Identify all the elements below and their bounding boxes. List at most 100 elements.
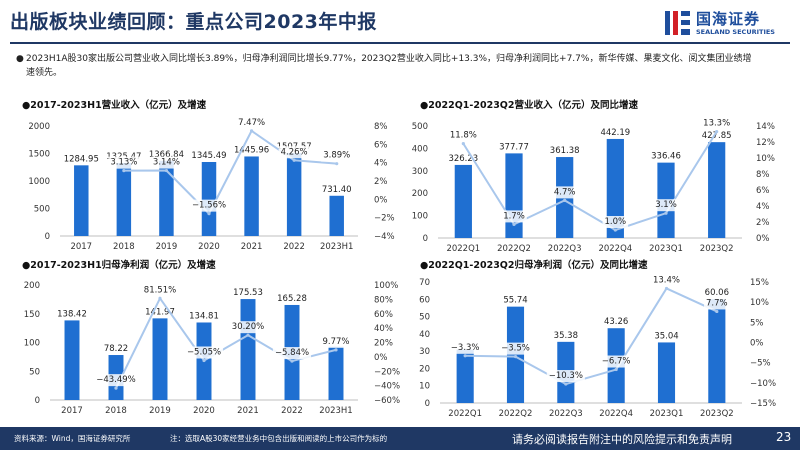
bar-value-label: 377.77 (499, 142, 529, 152)
logo-name-cn: 国海证券 (696, 10, 761, 28)
x-tick-label: 2023Q2 (700, 409, 734, 419)
y2-tick-label: −15% (750, 399, 776, 409)
summary-paragraph: ● 2023H1A股30家出版公司营业收入同比增长3.89%，归母净利润同比增长… (16, 52, 756, 80)
y2-tick-label: 14% (756, 122, 775, 132)
bar-value-label: 55.74 (503, 296, 527, 306)
y2-tick-label: 4% (374, 159, 388, 169)
y2-tick-label: −5% (750, 359, 771, 369)
growth-value-label: 11.8% (450, 131, 477, 141)
growth-value-label: 4.7% (554, 187, 576, 197)
growth-point (512, 222, 516, 226)
growth-line (465, 287, 718, 386)
growth-label-bg (229, 321, 267, 334)
y-tick-label: 100 (24, 339, 40, 349)
growth-point (563, 198, 567, 202)
footer-source: 资料来源：Wind，国海证券研究所 (14, 434, 131, 443)
growth-label-bg (546, 370, 585, 383)
growth-value-label: 13.3% (703, 119, 730, 129)
bar (152, 318, 168, 400)
bar (657, 342, 676, 403)
footer-note: 注：选取A股30家经营业务中包含出版和阅读的上市公司作为标的 (170, 434, 388, 443)
logo-name-en: SEALAND SECURITIES (696, 28, 775, 36)
growth-value-label: 1.7% (503, 211, 525, 221)
growth-label-bg (141, 284, 179, 297)
summary-text: 2023H1A股30家出版公司营业收入同比增长3.89%，归母净利润同比增长9.… (26, 54, 752, 78)
growth-label-bg (501, 210, 527, 223)
growth-value-label: −43.49% (96, 375, 136, 385)
y2-tick-label: −40% (374, 382, 400, 392)
bar (244, 156, 259, 236)
growth-value-label: 30.20% (232, 322, 264, 332)
x-tick-label: 2022Q3 (548, 244, 582, 254)
bar-value-label: 165.28 (277, 294, 307, 304)
chart-1: ●2017-2023H1营业收入（亿元）及增速 0 500 1000 1500 2000 −… (22, 99, 395, 252)
x-tick-label: 2022Q2 (499, 409, 533, 419)
growth-line (123, 129, 337, 216)
y-tick-label: 50 (419, 313, 430, 323)
growth-value-label: −5.84% (275, 348, 309, 358)
y2-tick-label: 0% (374, 353, 388, 363)
sealand-logo-icon (665, 11, 690, 35)
x-tick-label: 2019 (149, 406, 171, 416)
y-tick-label: 100 (412, 212, 428, 222)
y-tick-label: 0 (423, 234, 428, 244)
growth-label-bg (320, 335, 352, 348)
x-tick-label: 2022 (281, 406, 303, 416)
y2-tick-label: 8% (374, 122, 388, 132)
y2-tick-label: 40% (374, 324, 393, 334)
growth-point (715, 309, 719, 314)
y2-tick-label: 0% (756, 234, 770, 244)
growth-label-bg (701, 117, 733, 130)
bar-value-label: 35.04 (654, 331, 678, 341)
y2-tick-label: −60% (374, 396, 400, 406)
y2-tick-label: 0% (374, 195, 388, 205)
chart-3: ●2017-2023H1归母净利润（亿元）及增速 0 50 100 150 200 −60%… (22, 259, 400, 416)
growth-value-label: 9.77% (322, 337, 349, 347)
bar (74, 165, 89, 236)
bar (159, 160, 174, 236)
bar-value-label: 60.06 (705, 288, 729, 298)
x-tick-label: 2022Q3 (549, 409, 583, 419)
x-tick-label: 2022Q1 (448, 409, 482, 419)
growth-line (115, 296, 337, 389)
growth-value-label: 3.89% (323, 151, 350, 161)
bar-value-label: 427.85 (702, 131, 732, 141)
growth-point (249, 129, 254, 133)
footer-bar: 资料来源：Wind，国海证券研究所 注：选取A股30家经营业务中包含出版和阅读的… (0, 427, 800, 450)
growth-label-bg (150, 156, 182, 169)
growth-value-label: 3.13% (110, 158, 137, 168)
growth-value-label: 13.4% (653, 275, 680, 285)
bar (328, 346, 344, 400)
bar (454, 164, 472, 238)
bar-value-label: 731.40 (322, 185, 352, 195)
y2-tick-label: 60% (374, 310, 393, 320)
growth-label-bg (447, 129, 479, 142)
growth-value-label: −1.56% (192, 201, 226, 211)
bar-value-label: 1445.96 (234, 145, 269, 155)
growth-value-label: 3.1% (655, 200, 677, 210)
growth-value-label: 7.47% (238, 118, 265, 128)
growth-value-label: 3.14% (153, 158, 180, 168)
y-tick-label: 1000 (28, 177, 50, 187)
y-tick-label: 300 (412, 167, 428, 177)
page-number: 23 (776, 430, 792, 444)
growth-value-label: 4.26% (281, 147, 308, 157)
bar (708, 142, 726, 238)
company-logo: 国海证券 SEALAND SECURITIES (664, 6, 794, 42)
growth-value-label: −10.3% (549, 371, 583, 381)
bar (708, 299, 726, 403)
x-tick-label: 2021 (241, 242, 263, 252)
growth-point (564, 382, 568, 386)
growth-label-bg (653, 199, 679, 212)
bar-value-label: 141.97 (145, 307, 175, 317)
x-tick-label: 2019 (156, 242, 178, 252)
growth-label-bg (551, 186, 578, 199)
x-tick-label: 2022 (283, 242, 305, 252)
y2-tick-label: 100% (374, 281, 398, 291)
x-tick-label: 2021 (237, 406, 259, 416)
x-tick-label: 2023Q1 (650, 409, 684, 419)
x-tick-label: 2017 (61, 406, 83, 416)
growth-label-bg (599, 355, 633, 368)
growth-point (122, 169, 126, 173)
y2-tick-label: 6% (374, 140, 388, 150)
